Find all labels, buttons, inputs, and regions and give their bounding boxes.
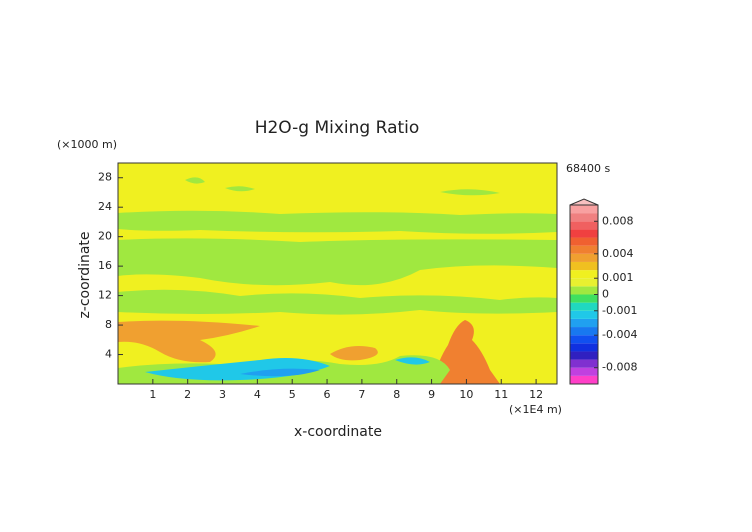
chart-title: H2O-g Mixing Ratio: [255, 118, 420, 138]
y-label: z-coordinate: [77, 231, 93, 318]
colorbar-band: [570, 343, 598, 352]
field-region: [118, 238, 557, 286]
colorbar-tick-label: 0.001: [602, 271, 634, 284]
colorbar-band: [570, 253, 598, 262]
field-region: [240, 368, 320, 377]
x-unit: (×1E4 m): [509, 403, 562, 416]
colorbar-tick-label: 0.008: [602, 214, 634, 227]
field-region: [185, 177, 500, 196]
x-tick-label: 2: [184, 388, 191, 401]
colorbar-tick-label: -0.004: [602, 328, 637, 341]
colorbar-band: [570, 237, 598, 246]
colorbar-band: [570, 261, 598, 271]
plot-frame: [117, 162, 558, 385]
x-tick-label: 12: [529, 388, 543, 401]
colorbar-band: [570, 318, 598, 328]
colorbar-band: [570, 245, 598, 254]
y-tick-label: 20: [98, 230, 112, 243]
colorbar-band: [570, 270, 598, 279]
x-tick-label: 3: [219, 388, 226, 401]
x-tick-label: 11: [494, 388, 508, 401]
x-tick-label: 4: [254, 388, 261, 401]
colorbar-band: [570, 278, 598, 287]
field-region: [330, 346, 378, 361]
x-tick-label: 10: [459, 388, 473, 401]
colorbar-band: [570, 367, 598, 376]
x-tick-label: 8: [393, 388, 400, 401]
colorbar-tick-label: -0.008: [602, 361, 637, 374]
field-region: [432, 320, 500, 384]
colorbar-band: [570, 310, 598, 319]
colorbar-band: [570, 221, 598, 230]
y-unit: (×1000 m): [57, 138, 117, 151]
field-region: [118, 210, 557, 234]
x-tick-label: 6: [324, 388, 331, 401]
colorbar-tick-label: 0: [602, 288, 609, 301]
x-label: x-coordinate: [294, 424, 382, 440]
y-tick-label: 12: [98, 289, 112, 302]
colorbar-band: [570, 229, 598, 238]
colorbar-band: [570, 335, 598, 344]
y-tick-label: 4: [105, 348, 112, 361]
colorbar-tick-label: 0.004: [602, 247, 634, 260]
x-tick-label: 1: [149, 388, 156, 401]
colorbar-band: [570, 327, 598, 336]
contour-field: [117, 162, 558, 385]
x-tick-label: 5: [289, 388, 296, 401]
y-tick-label: 28: [98, 171, 112, 184]
x-tick-label: 9: [428, 388, 435, 401]
y-tick-label: 8: [105, 318, 112, 331]
x-tick-label: 7: [358, 388, 365, 401]
y-tick-label: 16: [98, 259, 112, 272]
colorbar-tick-label: -0.001: [602, 304, 637, 317]
field-region: [118, 320, 260, 363]
colorbar-band: [570, 205, 598, 214]
colorbar-band: [570, 286, 598, 295]
colorbar-band: [570, 351, 598, 360]
colorbar-band: [570, 375, 598, 384]
colorbar-band: [570, 359, 598, 368]
colorbar-band: [570, 294, 598, 303]
colorbar-overflow: [569, 198, 599, 206]
field-region: [118, 289, 557, 315]
colorbar-band: [570, 302, 598, 311]
y-tick-label: 24: [98, 200, 112, 213]
time-label: 68400 s: [566, 162, 610, 175]
colorbar-band: [570, 213, 598, 222]
